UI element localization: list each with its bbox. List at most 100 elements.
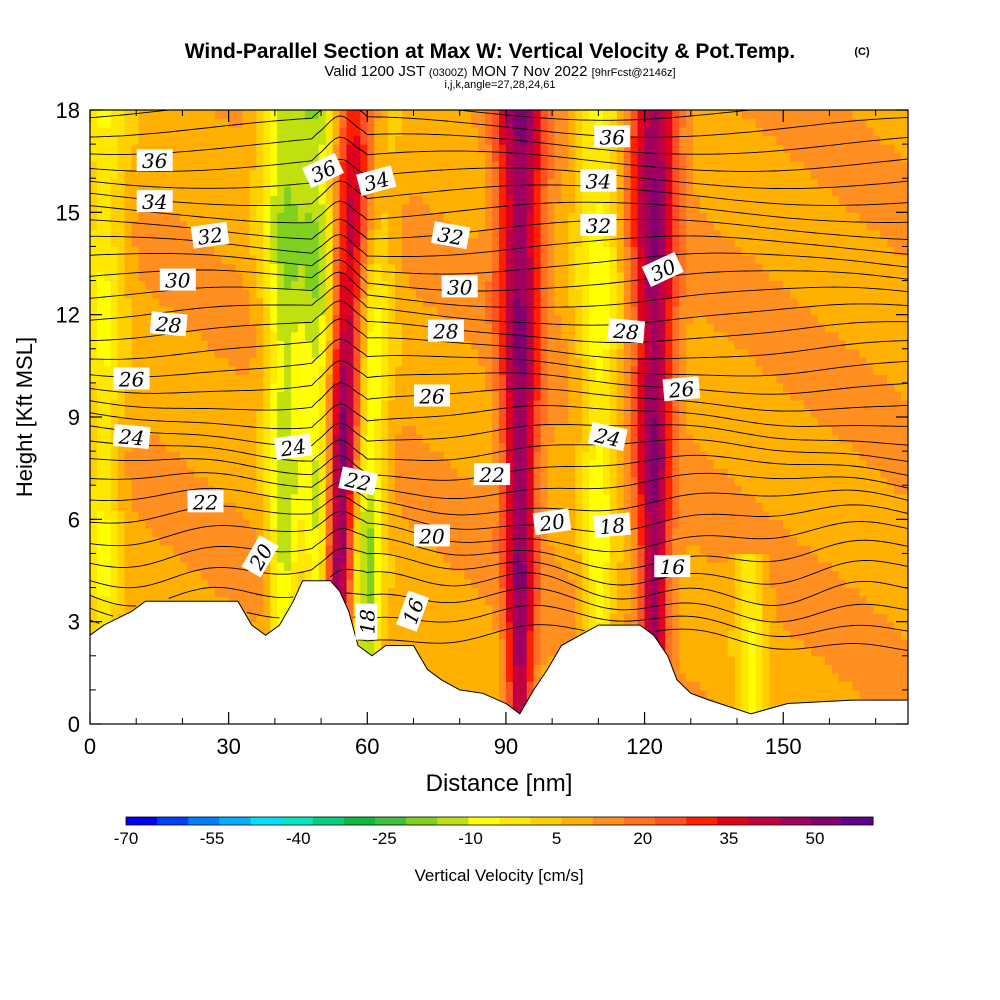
velocity-cell [297,195,306,205]
velocity-cell [499,220,507,230]
velocity-cell [485,655,493,665]
velocity-cell [547,118,556,128]
velocity-cell [332,229,341,239]
velocity-cell [263,519,271,529]
velocity-cell [401,425,410,435]
velocity-cell [166,229,174,239]
velocity-cell [499,186,507,196]
velocity-cell [401,144,410,154]
velocity-cell [103,408,112,418]
velocity-cell [519,314,528,324]
velocity-cell [235,144,244,154]
velocity-cell [284,280,292,290]
velocity-cell [415,323,424,333]
velocity-cell [415,459,424,469]
velocity-cell [478,672,486,682]
velocity-cell [166,254,174,265]
velocity-cell [124,152,133,162]
velocity-cell [519,323,528,333]
velocity-cell [90,570,98,580]
velocity-cell [228,493,237,503]
velocity-cell [353,510,361,520]
velocity-cell [443,374,452,384]
velocity-cell [263,399,271,410]
velocity-cell [457,468,465,478]
velocity-cell [228,331,237,341]
velocity-cell [256,263,264,273]
velocity-cell [471,135,479,145]
velocity-cell [270,536,278,546]
velocity-cell [152,237,160,248]
velocity-cell [207,118,216,128]
velocity-cell [443,579,452,589]
velocity-cell [381,357,389,367]
velocity-cell [429,340,438,350]
velocity-cell [374,297,382,307]
velocity-cell [395,110,403,120]
velocity-cell [249,527,257,537]
velocity-cell [471,553,479,563]
velocity-cell [512,544,521,555]
velocity-cell [478,536,486,546]
velocity-cell [318,272,327,282]
velocity-cell [304,203,313,213]
velocity-cell [554,178,562,188]
velocity-cell [117,135,126,145]
velocity-cell [533,553,542,563]
velocity-cell [235,374,244,384]
velocity-cell [187,382,195,393]
velocity-cell [270,570,278,580]
velocity-cell [554,587,562,597]
velocity-cell [200,118,209,128]
velocity-cell [221,306,230,316]
velocity-cell [256,178,264,188]
velocity-cell [145,323,153,333]
velocity-cell [353,229,361,239]
velocity-cell [533,331,542,341]
velocity-cell [554,186,562,196]
velocity-cell [401,459,410,469]
velocity-cell [96,425,105,435]
velocity-cell [450,527,458,537]
velocity-cell [96,297,105,307]
velocity-cell [187,263,195,273]
velocity-cell [291,348,299,358]
velocity-cell [526,604,535,614]
velocity-cell [103,570,112,580]
velocity-cell [526,417,535,427]
velocity-cell [547,144,556,154]
velocity-cell [533,203,542,213]
velocity-cell [96,536,105,546]
velocity-cell [96,169,105,179]
velocity-cell [485,527,493,537]
velocity-cell [533,357,542,367]
velocity-cell [200,476,209,486]
velocity-cell [457,186,465,196]
velocity-cell [103,493,112,503]
velocity-cell [256,485,264,495]
velocity-cell [561,272,569,282]
velocity-cell [408,289,417,299]
velocity-cell [422,152,431,162]
velocity-cell [395,502,403,512]
velocity-cell [512,561,521,572]
velocity-cell [166,579,174,589]
velocity-cell [90,144,98,154]
velocity-cell [374,374,382,384]
velocity-cell [346,399,355,410]
velocity-cell [145,417,153,427]
velocity-cell [249,127,257,137]
velocity-cell [388,476,396,486]
velocity-cell [166,289,174,299]
velocity-cell [249,203,257,213]
velocity-cell [561,527,569,537]
velocity-cell [561,561,569,572]
velocity-cell [103,544,112,555]
velocity-cell [471,178,479,188]
velocity-cell [408,110,417,120]
velocity-cell [193,161,202,171]
velocity-cell [332,502,341,512]
velocity-cell [381,434,389,444]
velocity-cell [207,323,216,333]
velocity-cell [159,587,167,597]
